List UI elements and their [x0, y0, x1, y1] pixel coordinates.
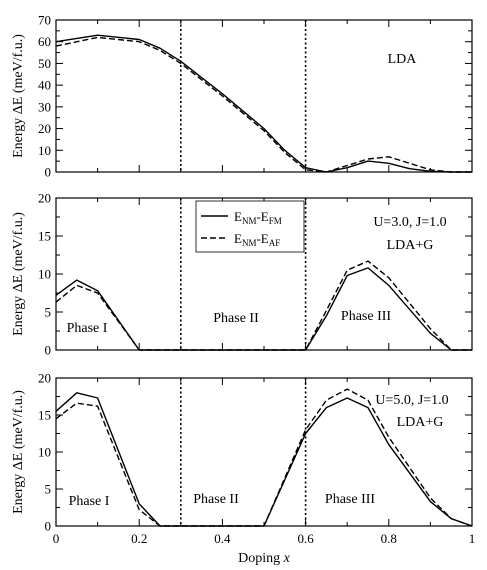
y-tick-label: 0	[45, 519, 52, 534]
annotation-u-5-0-j-1-0: U=5.0, J=1.0	[375, 393, 448, 408]
series-line-nm-af	[55, 36, 472, 173]
panel-2: 0 5 10 15 20 Energy ΔE (meV/f.u.) U=3.0, J=1.0…	[11, 191, 473, 358]
y-tick-label: 30	[38, 99, 51, 114]
y-tick-label: 10	[38, 267, 51, 282]
x-tick-label: 0.4	[214, 531, 231, 546]
y-tick-label: 50	[38, 56, 51, 71]
series-line-nm-fm	[55, 267, 472, 351]
series-line-nm-fm	[55, 34, 472, 173]
y-tick-label: 15	[38, 408, 51, 423]
y-tick-label: 10	[38, 143, 51, 158]
x-tick-label: 0.6	[297, 531, 314, 546]
annotation-phase-i: Phase I	[69, 494, 110, 509]
y-tick-label: 10	[38, 445, 51, 460]
annotation-phase-ii: Phase II	[193, 492, 239, 507]
panel-1: 0 10 20 30 40 50 60 70 Energy ΔE (meV/f.u.) LDA	[11, 13, 473, 180]
plot-frame	[55, 19, 473, 173]
y-tick-label: 5	[45, 482, 52, 497]
legend-label: ENM-EFM	[234, 209, 282, 226]
panel-3: 0 5 10 15 20 0 0.2 0.4 0.6 0.8 1 Energy ΔE (meV/f.u…	[11, 371, 475, 567]
y-tick-label: 40	[38, 78, 51, 93]
legend-box	[195, 200, 305, 253]
y-tick-label: 60	[38, 34, 51, 49]
annotation-lda-g: LDA+G	[397, 415, 444, 430]
y-tick-label: 20	[38, 371, 51, 386]
annotation-lda: LDA	[388, 52, 418, 67]
y-tick-label: 0	[45, 343, 52, 358]
y-tick-label: 20	[38, 121, 51, 136]
legend: ENM-EFM ENM-EAF	[195, 200, 305, 253]
annotation-phase-i: Phase I	[67, 321, 108, 336]
y-tick-label: 0	[45, 165, 52, 180]
annotation-phase-iii: Phase III	[341, 309, 391, 324]
annotation-phase-iii: Phase III	[325, 492, 375, 507]
y-axis-label: Energy ΔE (meV/f.u.)	[11, 34, 26, 158]
annotation-u-3-0-j-1-0: U=3.0, J=1.0	[373, 215, 446, 230]
series-line-nm-fm	[55, 392, 473, 527]
x-tick-label: 1	[469, 531, 476, 546]
series-line-nm-af	[55, 260, 472, 351]
annotation-phase-ii: Phase II	[213, 311, 259, 326]
annotation-lda-g: LDA+G	[387, 238, 434, 253]
x-tick-label: 0.2	[131, 531, 147, 546]
x-axis-label: Doping x	[238, 551, 291, 566]
x-tick-label: 0	[53, 531, 60, 546]
y-tick-label: 70	[38, 13, 51, 28]
y-axis-label: Energy ΔE (meV/f.u.)	[11, 212, 26, 336]
y-tick-label: 20	[38, 191, 51, 206]
series-line-nm-af	[55, 388, 473, 527]
y-axis-label: Energy ΔE (meV/f.u.)	[11, 390, 26, 514]
x-tick-label: 0.8	[381, 531, 397, 546]
y-tick-label: 15	[38, 229, 51, 244]
y-tick-label: 5	[45, 305, 52, 320]
legend-label: ENM-EAF	[234, 231, 280, 248]
